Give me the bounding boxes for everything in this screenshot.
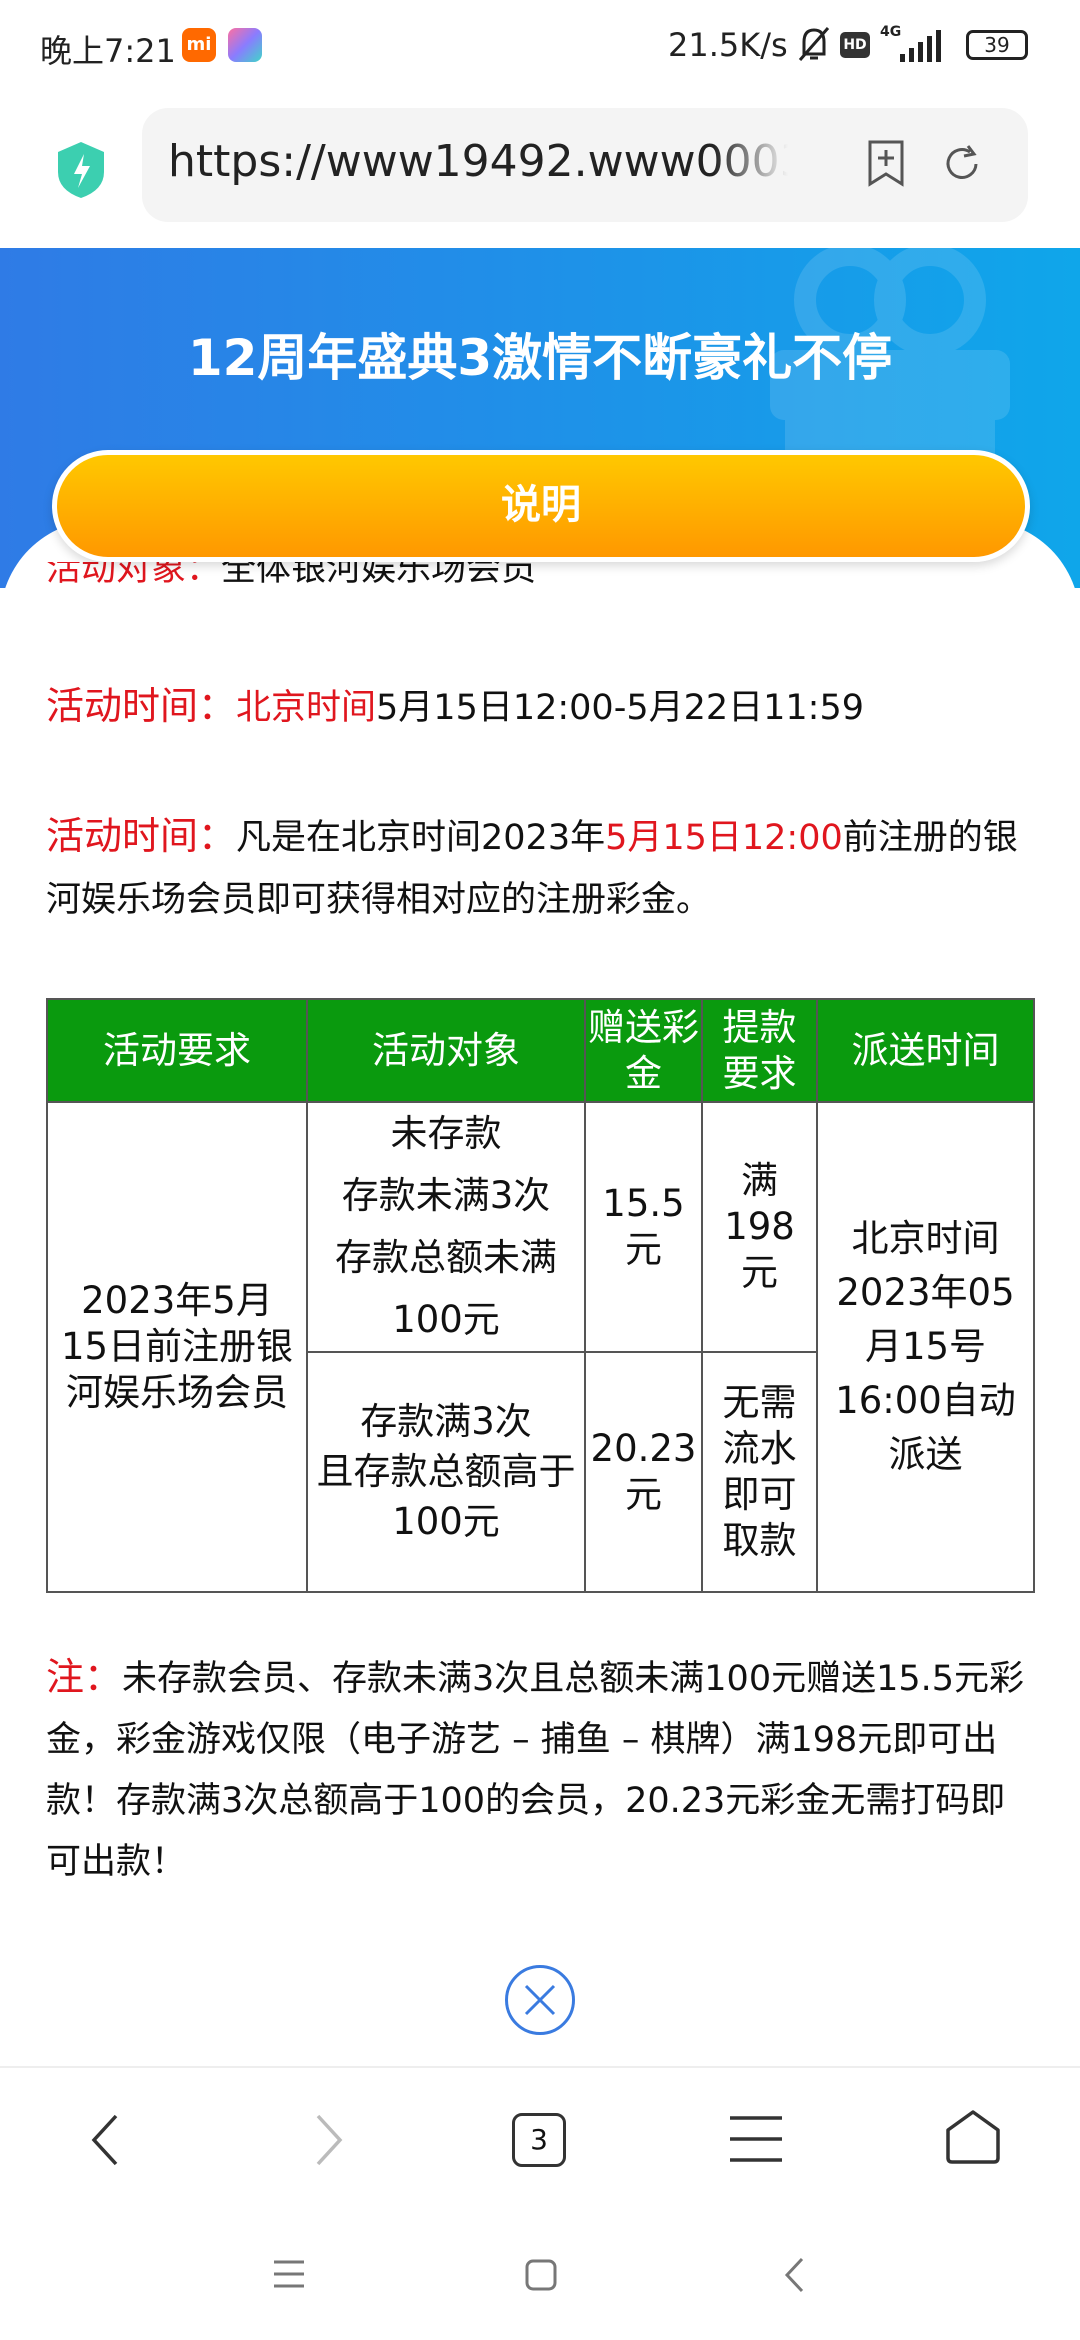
shield-bolt-icon[interactable] [56,140,106,200]
refresh-icon[interactable] [940,142,984,186]
target-cell: 未存款 存款未满3次 存款总额未满100元 [306,1101,586,1353]
target-label: 活动对象： [46,562,222,589]
banner-title: 12周年盛典3激情不断豪礼不停 [187,329,893,387]
recents-icon[interactable] [272,2258,306,2290]
target-line: 活动对象：全体银河娱乐场会员 [46,562,1036,600]
hd-icon: HD [840,32,870,58]
note: 注：未存款会员、存款未满3次且总额未满100元赠送15.5元彩金，彩金游戏仅限（… [46,1647,1036,1893]
bonus-cell: 15.5元 [584,1101,703,1353]
battery-icon: 39 [966,30,1028,60]
eligibility-text: 活动时间：凡是在北京时间2023年5月15日12:00前注册的银河娱乐场会员即可… [46,805,1036,931]
system-back-icon[interactable] [782,2256,808,2294]
time2-pre: 凡是在北京时间2023年 [236,818,606,858]
menu-icon[interactable] [728,2114,784,2164]
time2-red: 5月15日12:00 [605,818,843,858]
time-red: 北京时间 [236,688,377,728]
time-label: 活动时间： [46,684,237,728]
clock: 晚上7:21 [40,32,176,70]
requirement-cell: 2023年5月15日前注册银河娱乐场会员 [46,1101,308,1593]
home-icon[interactable] [944,2108,1002,2166]
table-header: 活动要求 活动对象 赠送彩金 提款要求 派送时间 [46,998,1035,1103]
net-speed: 21.5K/s [668,26,788,64]
explain-button[interactable]: 说明 [52,450,1030,562]
url-text[interactable]: https://www19492.www0003 [168,136,788,187]
game-app-icon [228,28,262,62]
time2-post: 前注册的银河娱乐场会员即可获得相对应的注册彩金。 [46,818,1018,920]
note-label: 注： [46,1655,123,1699]
tabs-button[interactable]: 3 [512,2113,566,2167]
back-icon[interactable] [86,2112,126,2168]
browser-toolbar [0,2066,1080,2216]
system-home-icon[interactable] [524,2258,558,2292]
table-row: 存款满3次 且存款总额高于100元 20.23元 无需流水即可取款 [47,1351,1034,1593]
table-row: 2023年5月15日前注册银河娱乐场会员 未存款 存款未满3次 存款总额未满10… [46,1101,1035,1593]
forward-icon[interactable] [308,2112,348,2168]
header-cell: 活动要求 [46,998,308,1103]
time-value: 5月15日12:00-5月22日11:59 [376,688,864,728]
address-bar[interactable]: https://www19492.www0003 [142,108,1028,222]
target-value: 全体银河娱乐场会员 [221,562,537,589]
header-cell: 派送时间 [816,998,1035,1103]
signal-icon [900,30,941,62]
mi-app-icon: mi [182,28,216,62]
bonus-table: 活动要求 活动对象 赠送彩金 提款要求 派送时间 2023年5月15日前注册银河… [46,998,1035,1593]
note-text: 未存款会员、存款未满3次且总额未满100元赠送15.5元彩金，彩金游戏仅限（电子… [46,1659,1025,1882]
time-line: 活动时间：北京时间5月15日12:00-5月22日11:59 [46,675,1036,739]
withdraw-cell: 满198元 [701,1101,818,1353]
dispatch-cell: 北京时间2023年05月15号16:00自动派送 [816,1101,1035,1593]
bell-muted-icon [798,27,830,61]
time2-label: 活动时间： [46,814,237,858]
header-cell: 提款要求 [701,998,818,1103]
add-bookmark-icon[interactable] [866,138,906,188]
header-cell: 赠送彩金 [584,998,703,1103]
status-bar: 晚上7:21 mi 21.5K/s HD 4G 39 [0,0,1080,90]
close-icon [524,1984,556,2016]
target-cell: 存款满3次 且存款总额高于100元 [306,1351,586,1593]
header-cell: 活动对象 [306,998,586,1103]
close-button[interactable] [505,1965,575,2035]
bonus-cell: 20.23元 [584,1351,703,1593]
withdraw-cell: 无需流水即可取款 [701,1351,818,1593]
network-type: 4G [880,24,902,40]
